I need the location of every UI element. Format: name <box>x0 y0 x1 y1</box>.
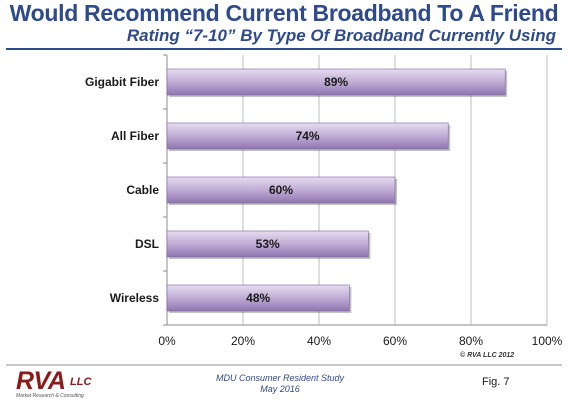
category-label: Gigabit Fiber <box>85 75 159 89</box>
bars <box>166 68 508 313</box>
logo-tagline: Market Research & Consulting <box>16 393 84 399</box>
logo-suffix: LLC <box>70 376 92 388</box>
bar <box>166 284 350 312</box>
copyright-note: © RVA LLC 2012 <box>460 352 515 359</box>
rva-logo: RVA LLC Market Research & Consulting <box>16 367 146 399</box>
x-tick-label: 100% <box>532 334 563 348</box>
data-label: 53% <box>256 237 280 251</box>
category-label: DSL <box>135 237 159 251</box>
labels: 0% 20% 40% 60% 80% 100% 89% Gigabit Fiber 74% All… <box>85 75 563 348</box>
x-tick-label: 60% <box>383 334 407 348</box>
logo-wordmark: RVA <box>16 367 66 395</box>
bar <box>166 176 396 204</box>
category-label: Cable <box>126 183 159 197</box>
title-divider <box>6 48 562 50</box>
x-tick-label: 40% <box>307 334 331 348</box>
study-name: MDU Consumer Resident Study <box>215 373 345 383</box>
category-label: Wireless <box>110 291 160 305</box>
bar <box>166 230 369 258</box>
study-info: MDU Consumer Resident Study May 2016 <box>180 373 380 395</box>
bar <box>166 122 449 150</box>
x-tick-label: 0% <box>158 334 176 348</box>
data-label: 60% <box>269 183 293 197</box>
study-date: May 2016 <box>260 384 300 394</box>
data-label: 48% <box>246 291 270 305</box>
figure-number: Fig. 7 <box>482 376 510 388</box>
footer-divider <box>6 364 562 366</box>
chart-title: Would Recommend Current Broadband To A F… <box>9 0 559 26</box>
bar-chart: 0% 20% 40% 60% 80% 100% 89% Gigabit Fiber 74% All… <box>85 54 563 348</box>
data-label: 74% <box>296 129 320 143</box>
data-label: 89% <box>324 75 348 89</box>
chart-subtitle: Rating “7-10” By Type Of Broadband Curre… <box>126 26 556 45</box>
x-tick-label: 20% <box>231 334 255 348</box>
category-label: All Fiber <box>111 129 159 143</box>
bar <box>166 68 506 96</box>
x-tick-label: 80% <box>459 334 483 348</box>
